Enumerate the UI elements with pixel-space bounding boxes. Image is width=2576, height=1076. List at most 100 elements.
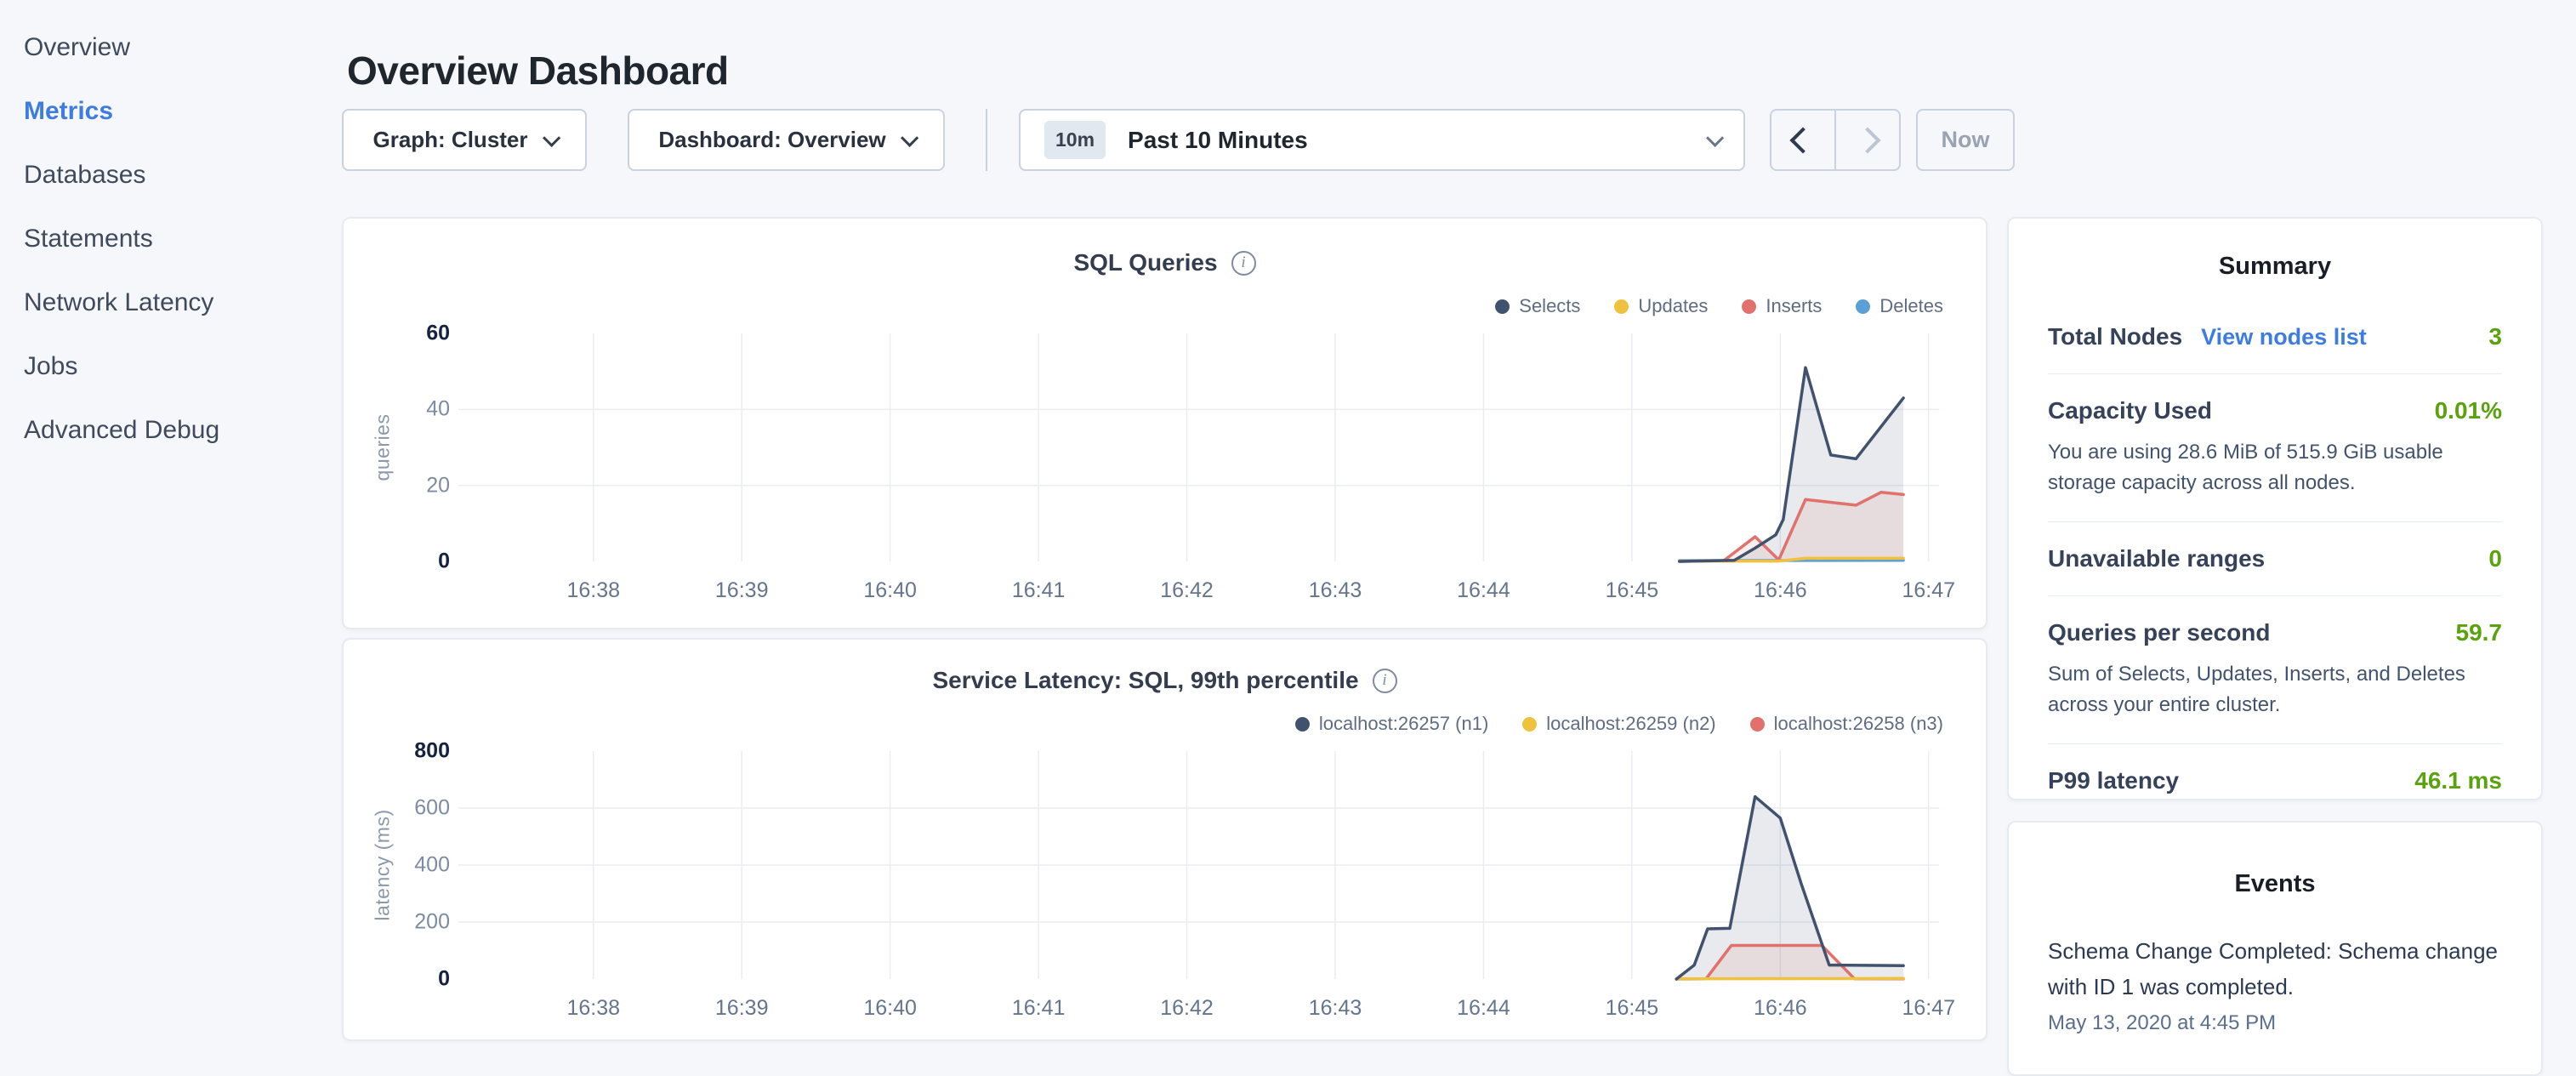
sidebar: Overview Metrics Databases Statements Ne… [0,0,340,1051]
sidebar-item-statements[interactable]: Statements [0,207,340,270]
chart-legend: localhost:26257 (n1) localhost:26259 (n2)… [1295,713,1943,735]
legend-label: Updates [1638,295,1708,317]
legend-item: Selects [1495,295,1580,317]
prev-time-window-button[interactable] [1771,111,1834,169]
sidebar-item-databases[interactable]: Databases [0,143,340,207]
x-tick-label: 16:40 [831,996,950,1021]
legend-item: localhost:26257 (n1) [1295,713,1488,735]
summary-title: Summary [2048,253,2502,281]
chevron-right-icon [1854,127,1880,153]
now-button[interactable]: Now [1916,109,2015,171]
chart-title: SQL Queries [1073,249,1217,276]
x-tick-label: 16:42 [1128,996,1247,1021]
divider [2048,373,2502,374]
page-title: Overview Dashboard [347,48,729,94]
dashboard-dropdown[interactable]: Dashboard: Overview [628,109,945,171]
app-root: Overview Metrics Databases Statements Ne… [0,0,2576,1051]
chart-plot-area[interactable] [458,751,1939,979]
x-tick-label: 16:42 [1128,578,1247,603]
x-tick-label: 16:44 [1424,578,1543,603]
y-tick-label: 60 [369,322,450,346]
legend-label: localhost:26259 (n2) [1546,713,1715,735]
controls-row: Graph: Cluster Dashboard: Overview 10m P… [342,109,2128,171]
x-tick-label: 16:38 [534,578,653,603]
legend-label: localhost:26258 (n3) [1774,713,1943,735]
graph-scope-dropdown-label: Graph: Cluster [372,127,527,153]
summary-panel: Summary Total Nodes View nodes list 3 Ca… [2007,217,2543,800]
info-icon[interactable] [1373,669,1397,693]
x-tick-label: 16:39 [682,578,801,603]
x-tick-label: 16:47 [1869,996,1988,1021]
divider [2048,521,2502,522]
chevron-left-icon [1789,127,1816,153]
chart-title-row: SQL Queries [344,249,1986,276]
x-tick-label: 16:46 [1720,578,1840,603]
summary-row-unavailable-ranges: Unavailable ranges 0 [2048,545,2502,572]
info-icon[interactable] [1231,251,1256,276]
qps-description: Sum of Selects, Updates, Inserts, and De… [2048,659,2502,720]
x-tick-label: 16:45 [1572,578,1692,603]
event-item[interactable]: Schema Change Completed: Schema change w… [2048,934,2502,1035]
y-tick-label: 40 [369,397,450,422]
time-range-badge: 10m [1044,121,1106,159]
next-time-window-button[interactable] [1834,111,1899,169]
x-tick-label: 16:39 [682,996,801,1021]
legend-dot-icon [1742,299,1756,314]
summary-row-qps: Queries per second 59.7 [2048,619,2502,646]
p99-latency-label: P99 latency [2048,767,2179,794]
y-tick-label: 0 [369,549,450,574]
sidebar-item-advanced-debug[interactable]: Advanced Debug [0,398,340,462]
series-line-localhost:26259 (n2) [1676,978,1903,979]
legend-dot-icon [1614,299,1629,314]
event-text: Schema Change Completed: Schema change w… [2048,934,2502,1005]
sidebar-item-metrics[interactable]: Metrics [0,79,340,143]
events-panel: Events Schema Change Completed: Schema c… [2007,821,2543,1076]
chart-legend: Selects Updates Inserts Deletes [1495,295,1943,317]
legend-item: localhost:26259 (n2) [1522,713,1715,735]
unavailable-ranges-value: 0 [2488,545,2502,572]
capacity-used-description: You are using 28.6 MiB of 515.9 GiB usab… [2048,437,2502,498]
x-tick-label: 16:40 [831,578,950,603]
unavailable-ranges-label: Unavailable ranges [2048,545,2265,572]
dashboard-dropdown-label: Dashboard: Overview [658,127,885,153]
x-tick-label: 16:44 [1424,996,1543,1021]
p99-latency-value: 46.1 ms [2414,767,2502,794]
capacity-used-label: Capacity Used [2048,397,2212,424]
legend-item: Updates [1614,295,1708,317]
chevron-down-icon [543,129,560,147]
sidebar-item-overview[interactable]: Overview [0,15,340,79]
qps-value: 59.7 [2456,619,2503,646]
x-tick-label: 16:43 [1276,996,1395,1021]
legend-item: Deletes [1856,295,1943,317]
legend-dot-icon [1295,717,1310,732]
time-step-button-group [1770,109,1901,171]
x-tick-label: 16:41 [979,996,1098,1021]
event-timestamp: May 13, 2020 at 4:45 PM [2048,1011,2502,1035]
legend-label: localhost:26257 (n1) [1319,713,1488,735]
sidebar-item-network-latency[interactable]: Network Latency [0,270,340,334]
x-tick-label: 16:45 [1572,996,1692,1021]
y-tick-label: 800 [369,739,450,764]
chart-plot-area[interactable] [458,333,1939,561]
total-nodes-value: 3 [2488,323,2502,350]
y-axis-label: queries [372,414,395,481]
legend-dot-icon [1495,299,1510,314]
legend-dot-icon [1750,717,1765,732]
time-range-label: Past 10 Minutes [1128,127,1308,154]
divider [2048,743,2502,744]
legend-item: Inserts [1742,295,1822,317]
y-tick-label: 400 [369,853,450,878]
sidebar-item-jobs[interactable]: Jobs [0,334,340,398]
time-range-dropdown[interactable]: 10m Past 10 Minutes [1019,109,1745,171]
y-tick-label: 20 [369,473,450,498]
x-tick-label: 16:41 [979,578,1098,603]
graph-scope-dropdown[interactable]: Graph: Cluster [342,109,587,171]
view-nodes-list-link[interactable]: View nodes list [2201,324,2367,350]
sql-queries-chart-card: SQL Queries Selects Updates Inserts Deletes… [342,217,1987,629]
vertical-divider [986,109,987,171]
divider [2048,595,2502,596]
total-nodes-label: Total Nodes [2048,323,2182,350]
legend-dot-icon [1522,717,1537,732]
service-latency-chart-card: Service Latency: SQL, 99th percentile lo… [342,638,1987,1041]
legend-item: localhost:26258 (n3) [1750,713,1943,735]
